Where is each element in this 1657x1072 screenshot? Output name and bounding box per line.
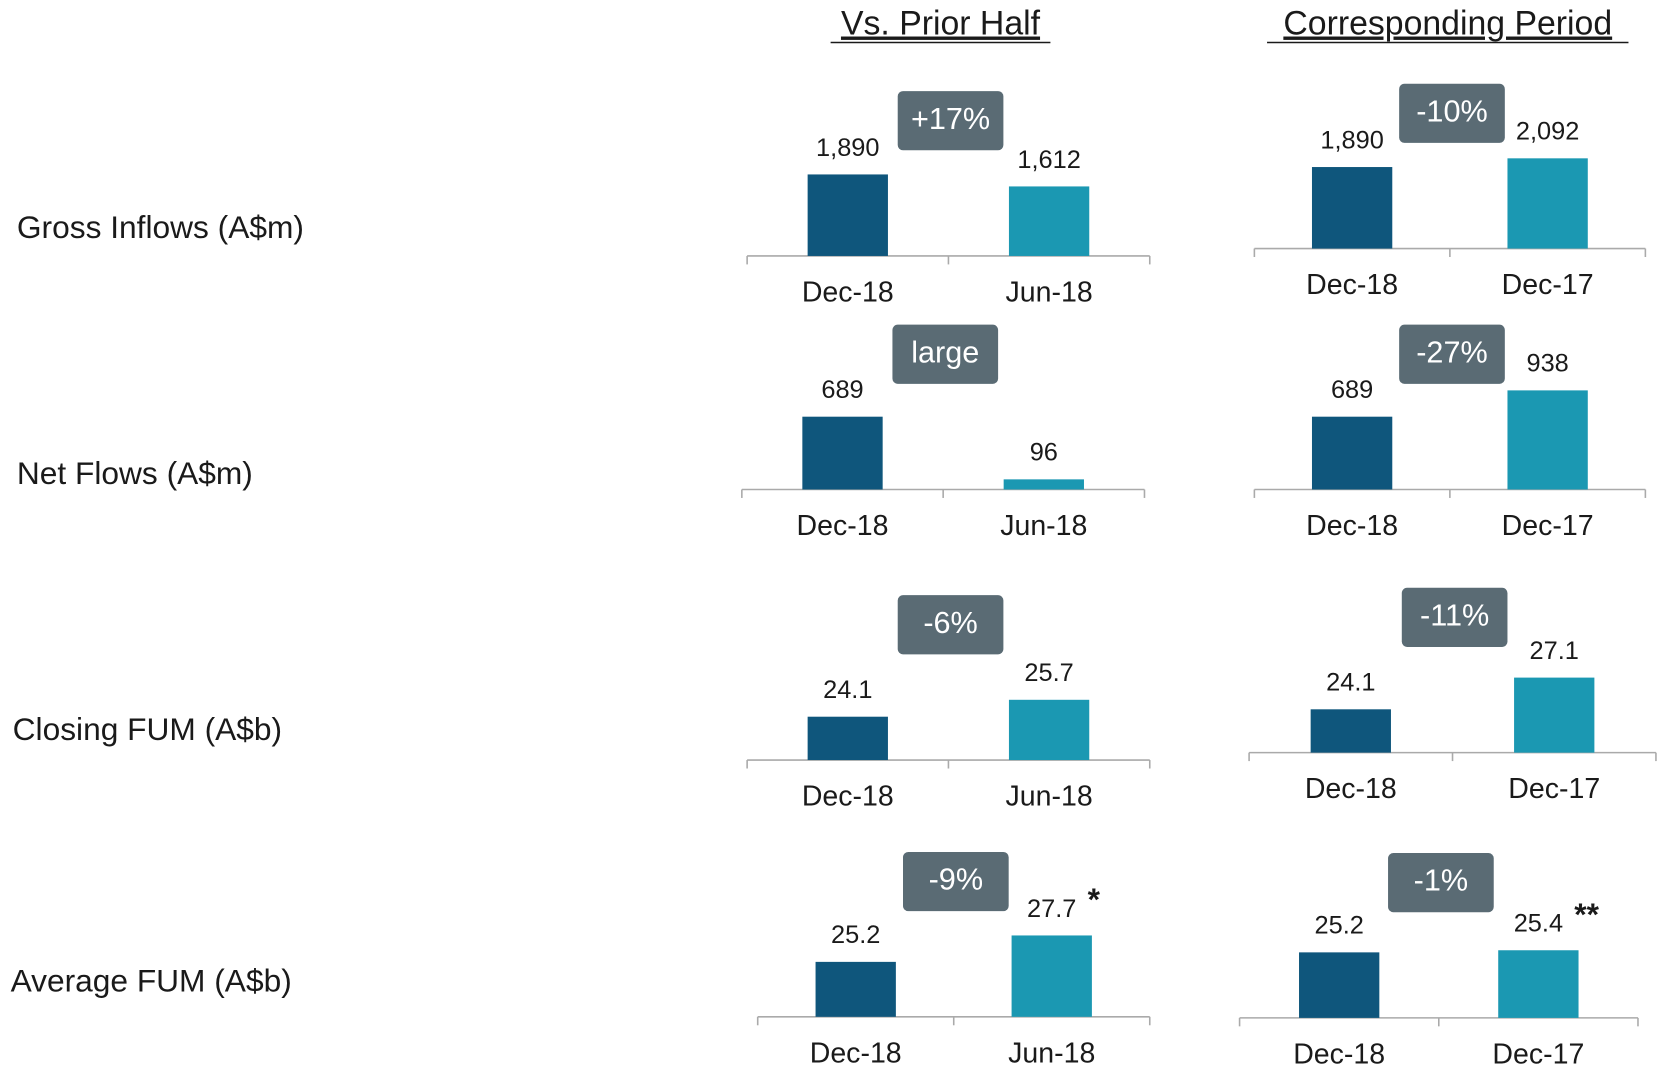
column-header: Corresponding Period: [1283, 5, 1612, 43]
x-tick-label: Dec-18: [1306, 269, 1398, 301]
x-tick-label: Dec-18: [802, 781, 894, 813]
value-label: 25.2: [831, 921, 880, 949]
bar: [815, 961, 896, 1017]
x-tick-label: Dec-18: [810, 1037, 902, 1069]
change-label: -27%: [1416, 335, 1488, 369]
value-label: 27.1: [1530, 637, 1579, 665]
change-badge: [897, 595, 1004, 655]
change-label: -6%: [923, 606, 977, 640]
value-label: 25.4: [1514, 910, 1563, 938]
x-tick-label: Jun-18: [1000, 510, 1087, 542]
x-tick-label: Dec-17: [1502, 510, 1594, 542]
value-label: 2,092: [1516, 118, 1579, 146]
row-label: Net Flows (A$m): [17, 455, 253, 491]
change-badge: [897, 91, 1004, 151]
value-label: 1,890: [1320, 126, 1383, 154]
x-tick-label: Dec-18: [797, 510, 889, 542]
value-label: 96: [1030, 439, 1058, 467]
x-tick-label: Dec-18: [1293, 1038, 1385, 1070]
x-tick-label: Jun-18: [1008, 1037, 1095, 1069]
value-label: 938: [1526, 350, 1568, 378]
bar: [1514, 677, 1595, 753]
change-badge: [903, 851, 1009, 912]
change-badge: [1399, 83, 1505, 143]
change-badge: [1388, 853, 1494, 913]
column-header: Vs. Prior Half: [841, 5, 1041, 43]
x-tick-label: Dec-17: [1508, 773, 1600, 805]
bar: [1498, 950, 1579, 1018]
change-label: large: [911, 335, 979, 369]
change-label: -1%: [1414, 864, 1468, 898]
bar: [802, 416, 883, 490]
footnote-mark: **: [1574, 896, 1599, 932]
bar: [1011, 935, 1092, 1017]
x-tick-label: Jun-18: [1005, 277, 1092, 309]
value-label: 25.2: [1314, 912, 1363, 940]
value-label: 1,612: [1017, 146, 1080, 174]
change-badge: [1399, 324, 1505, 384]
bar: [1008, 186, 1090, 256]
bar: [1310, 709, 1391, 753]
bar: [1507, 390, 1588, 490]
x-tick-label: Jun-18: [1005, 781, 1092, 813]
value-label: 689: [1331, 376, 1373, 404]
bar: [807, 716, 888, 761]
change-label: +17%: [911, 102, 990, 136]
change-label: -10%: [1416, 94, 1488, 128]
bar: [1299, 952, 1380, 1018]
change-badge: [1401, 587, 1508, 647]
bar: [1507, 158, 1588, 249]
row-label: Average FUM (A$b): [11, 962, 292, 998]
change-badge: [892, 324, 999, 384]
change-label: -11%: [1420, 598, 1489, 632]
bar: [1311, 167, 1393, 249]
value-label: 689: [821, 376, 863, 404]
value-label: 24.1: [823, 676, 872, 704]
footnote-mark: *: [1088, 881, 1101, 917]
x-tick-label: Dec-17: [1492, 1038, 1584, 1070]
change-label: -9%: [929, 863, 983, 897]
bar: [1008, 699, 1090, 761]
bar: [807, 174, 888, 256]
bar: [1003, 479, 1084, 490]
x-tick-label: Dec-18: [802, 277, 894, 309]
x-tick-label: Dec-17: [1502, 269, 1594, 301]
x-tick-label: Dec-18: [1306, 510, 1398, 542]
value-label: 25.7: [1024, 659, 1073, 687]
value-label: 27.7: [1027, 895, 1076, 923]
value-label: 1,890: [816, 134, 879, 162]
value-label: 24.1: [1326, 669, 1375, 697]
bar: [1311, 416, 1393, 490]
x-tick-label: Dec-18: [1305, 773, 1397, 805]
row-label: Closing FUM (A$b): [13, 711, 282, 747]
row-label: Gross Inflows (A$m): [17, 209, 304, 245]
